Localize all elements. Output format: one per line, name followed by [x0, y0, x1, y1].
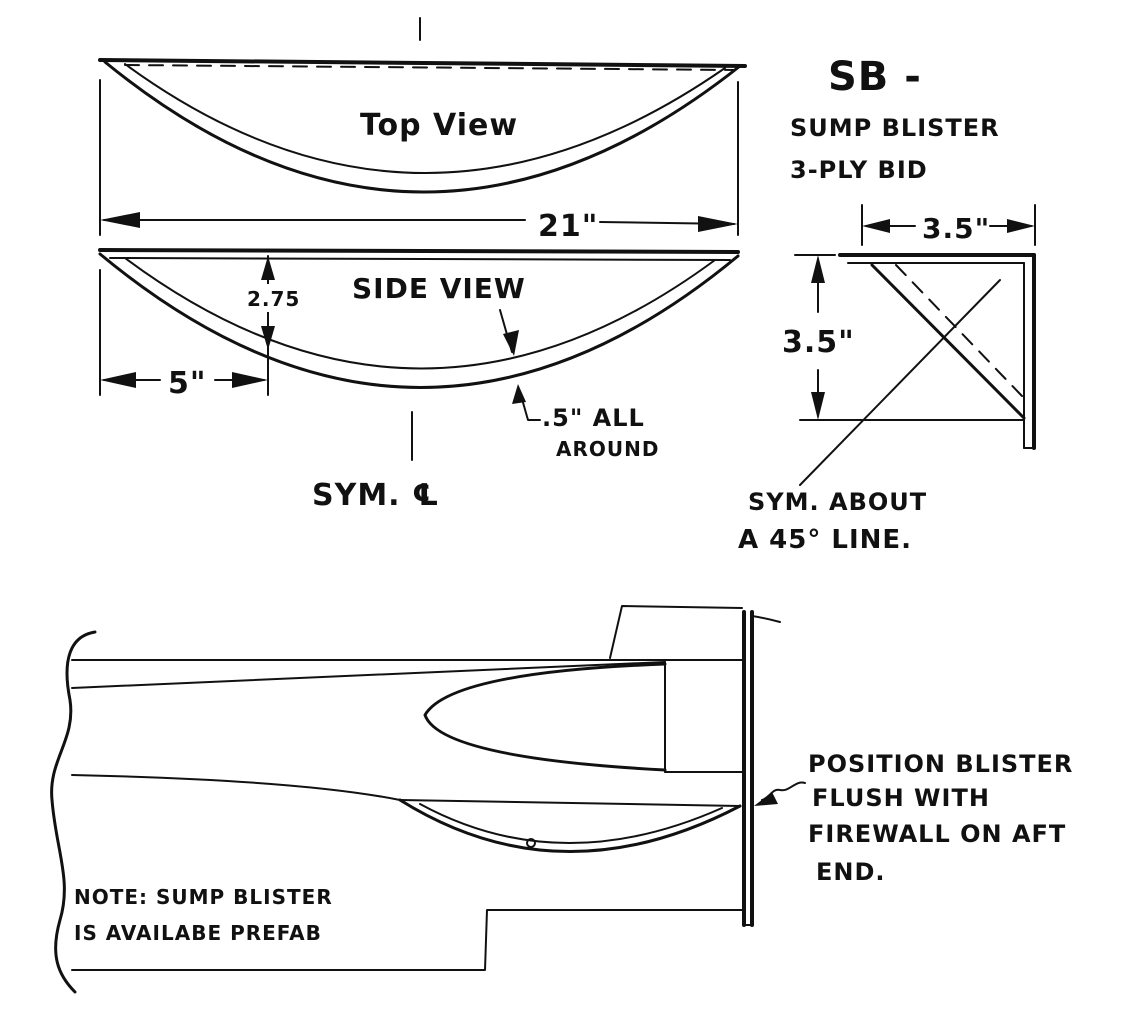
section-hypotenuse — [870, 263, 1026, 420]
depth-arrow-down — [261, 326, 275, 350]
arrowhead-right — [698, 216, 738, 232]
flange-note-line-1: .5" ALL — [542, 404, 645, 432]
side-view-top-line-inner — [109, 257, 731, 261]
top-view-inner-curve — [124, 63, 726, 174]
section-hypotenuse-hidden — [895, 264, 1023, 397]
offset-dimension-label: 5" — [168, 366, 207, 401]
position-note-arrow — [754, 792, 778, 806]
depth-label-mask — [246, 284, 292, 312]
section-height-arrow-bottom — [811, 392, 825, 420]
cowl-top — [609, 605, 743, 659]
side-view-leader-arrow — [503, 330, 519, 356]
offset-arrow-right — [232, 372, 268, 388]
symmetry-label: SYM. ℄ — [312, 478, 440, 513]
prefab-note-line-2: IS AVAILABE PREFAB — [74, 921, 322, 945]
nose-shape — [423, 662, 667, 772]
section-height-label: 3.5" — [782, 325, 855, 360]
blister-inner-curve — [419, 803, 723, 845]
position-note-line-4: END. — [816, 858, 886, 886]
symmetry-centerline: SYM. ℄ — [312, 411, 440, 513]
side-view-outer-curve — [98, 252, 740, 389]
prefab-note: NOTE: SUMP BLISTER IS AVAILABE PREFAB — [74, 885, 333, 945]
offset-dimension: 5" — [99, 269, 268, 401]
flange-note-line-2: AROUND — [556, 437, 659, 461]
top-view: Top View — [98, 17, 747, 194]
top-view-outer-curve — [103, 60, 742, 194]
position-note-line-2: FLUSH WITH — [812, 784, 990, 812]
cowl-top-right — [751, 615, 781, 623]
top-view-label: Top View — [360, 108, 518, 143]
upper-taper-line — [71, 661, 666, 689]
section-sym-note-line-2: A 45° LINE. — [738, 525, 912, 555]
section-width-label: 3.5" — [922, 212, 990, 245]
section-sym-note-line-1: SYM. ABOUT — [748, 488, 927, 516]
ply-spec: 3-PLY BID — [790, 156, 928, 184]
part-code: SB - — [828, 54, 922, 100]
side-view-inner-curve — [124, 257, 716, 370]
arrowhead-left — [100, 212, 140, 228]
length-dimension: 21" — [99, 79, 739, 244]
lower-step-profile — [71, 909, 745, 971]
position-note-line-1: POSITION BLISTER — [808, 750, 1073, 778]
part-name: SUMP BLISTER — [790, 114, 1000, 142]
depth-dimension-label: 2.75 — [247, 287, 300, 311]
position-note: POSITION BLISTER FLUSH WITH FIREWALL ON … — [808, 750, 1073, 886]
break-line — [50, 630, 97, 994]
section-45-line — [799, 279, 1001, 486]
side-view: SIDE VIEW — [98, 248, 740, 389]
flange-note: .5" ALL AROUND — [512, 384, 659, 461]
top-view-hidden-line — [124, 64, 736, 71]
depth-dimension: 2.75 — [246, 255, 300, 396]
offset-arrow-left — [100, 372, 136, 388]
top-view-flange-line — [98, 58, 747, 68]
position-note-line-3: FIREWALL ON AFT — [808, 820, 1066, 848]
section-height-arrow-top — [811, 255, 825, 283]
section-view: 3.5" 3.5" SYM. ABOUT A 45° LINE. — [738, 204, 1036, 555]
section-width-arrow-right — [1007, 219, 1035, 233]
flange-note-arrow — [512, 384, 526, 404]
depth-arrow-up — [261, 256, 275, 280]
installation-view — [50, 605, 806, 994]
section-width-arrow-left — [862, 219, 890, 233]
side-view-top-line — [98, 248, 740, 254]
side-view-label: SIDE VIEW — [352, 272, 526, 305]
length-dimension-label: 21" — [538, 209, 598, 244]
title-block: SB - SUMP BLISTER 3-PLY BID — [790, 54, 1000, 184]
prefab-note-line-1: NOTE: SUMP BLISTER — [74, 885, 333, 909]
drain-hole — [526, 838, 536, 848]
blister-outer-curve — [398, 798, 742, 853]
blister-top-line — [399, 799, 741, 807]
lower-fuselage-line — [71, 774, 401, 801]
